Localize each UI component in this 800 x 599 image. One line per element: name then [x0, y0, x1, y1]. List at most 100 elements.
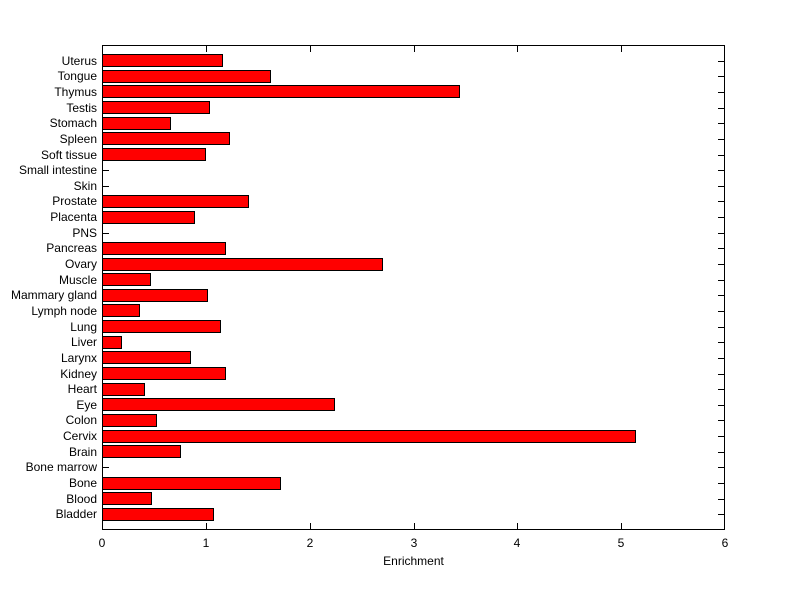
x-tick-bottom [517, 523, 518, 529]
y-tick-label: Spleen [59, 132, 97, 146]
bar-uterus [102, 54, 223, 67]
bar-soft-tissue [102, 148, 206, 161]
x-tick-top [621, 46, 622, 52]
y-tick-label: Testis [66, 101, 97, 115]
bar-placenta [102, 211, 195, 224]
y-tick-right [718, 420, 724, 421]
bar-eye [102, 398, 335, 411]
x-tick-label: 2 [306, 536, 314, 550]
y-tick-label: Bone marrow [25, 460, 97, 474]
y-tick-right [718, 264, 724, 265]
bar-pancreas [102, 242, 226, 255]
y-tick-label: Lymph node [31, 304, 97, 318]
y-tick-left [103, 170, 109, 171]
y-tick-right [718, 514, 724, 515]
y-tick-right [718, 92, 724, 93]
y-tick-label: Small intestine [18, 163, 97, 177]
x-tick-label: 1 [202, 536, 210, 550]
y-tick-label: Skin [73, 179, 97, 193]
bar-colon [102, 414, 157, 427]
y-tick-right [718, 499, 724, 500]
y-tick-right [718, 436, 724, 437]
x-tick-bottom [621, 523, 622, 529]
bar-brain [102, 445, 181, 458]
x-tick-top [517, 46, 518, 52]
bar-testis [102, 101, 210, 114]
x-tick-label: 5 [617, 536, 625, 550]
y-tick-right [718, 483, 724, 484]
y-tick-right [718, 280, 724, 281]
y-tick-label: Colon [65, 413, 97, 427]
x-tick-top [310, 46, 311, 52]
y-tick-right [718, 467, 724, 468]
x-tick-bottom [310, 523, 311, 529]
y-tick-label: Heart [67, 382, 97, 396]
y-tick-label: Ovary [64, 257, 97, 271]
y-tick-right [718, 201, 724, 202]
y-tick-label: Stomach [49, 116, 97, 130]
y-tick-label: Bone [68, 476, 97, 490]
bar-prostate [102, 195, 249, 208]
y-tick-right [718, 170, 724, 171]
x-tick-bottom [414, 523, 415, 529]
y-tick-right [718, 233, 724, 234]
y-tick-label: Lung [70, 320, 97, 334]
y-tick-right [718, 405, 724, 406]
y-tick-right [718, 311, 724, 312]
bar-lymph-node [102, 304, 140, 317]
bar-mammary-gland [102, 289, 208, 302]
y-tick-label: Mammary gland [10, 288, 97, 302]
y-tick-label: Placenta [50, 210, 97, 224]
y-tick-right [718, 248, 724, 249]
y-tick-right [718, 76, 724, 77]
x-tick-bottom [206, 523, 207, 529]
bar-stomach [102, 117, 171, 130]
y-tick-right [718, 389, 724, 390]
y-tick-right [718, 155, 724, 156]
bar-larynx [102, 351, 191, 364]
y-tick-label: Liver [70, 335, 97, 349]
y-tick-right [718, 327, 724, 328]
y-tick-right [718, 342, 724, 343]
y-tick-label: Soft tissue [40, 148, 97, 162]
y-tick-right [718, 295, 724, 296]
y-tick-right [718, 61, 724, 62]
y-tick-right [718, 374, 724, 375]
x-tick-top [206, 46, 207, 52]
y-tick-label: Kidney [60, 367, 97, 381]
y-tick-right [718, 186, 724, 187]
y-tick-left [103, 186, 109, 187]
y-tick-label: Eye [76, 398, 97, 412]
y-tick-label: Prostate [52, 194, 97, 208]
bar-ovary [102, 258, 383, 271]
y-tick-label: Bladder [55, 507, 97, 521]
bar-tongue [102, 70, 271, 83]
bar-bone [102, 477, 281, 490]
y-tick-label: Tongue [57, 69, 97, 83]
y-tick-label: PNS [72, 226, 97, 240]
bar-thymus [102, 85, 460, 98]
y-tick-right [718, 217, 724, 218]
y-tick-right [718, 139, 724, 140]
bar-liver [102, 336, 122, 349]
bar-kidney [102, 367, 226, 380]
plot-area [102, 45, 725, 530]
bar-cervix [102, 430, 636, 443]
y-tick-right [718, 108, 724, 109]
bar-lung [102, 320, 221, 333]
y-tick-right [718, 358, 724, 359]
y-tick-left [103, 467, 109, 468]
y-tick-label: Brain [68, 445, 97, 459]
y-tick-label: Blood [66, 492, 97, 506]
y-tick-right [718, 123, 724, 124]
x-tick-label: 3 [410, 536, 418, 550]
y-tick-label: Pancreas [46, 241, 97, 255]
y-tick-label: Thymus [54, 85, 97, 99]
y-tick-label: Larynx [60, 351, 97, 365]
bar-spleen [102, 132, 230, 145]
y-tick-label: Muscle [58, 273, 97, 287]
y-tick-label: Cervix [62, 429, 97, 443]
y-tick-left [103, 233, 109, 234]
bar-bladder [102, 508, 214, 521]
